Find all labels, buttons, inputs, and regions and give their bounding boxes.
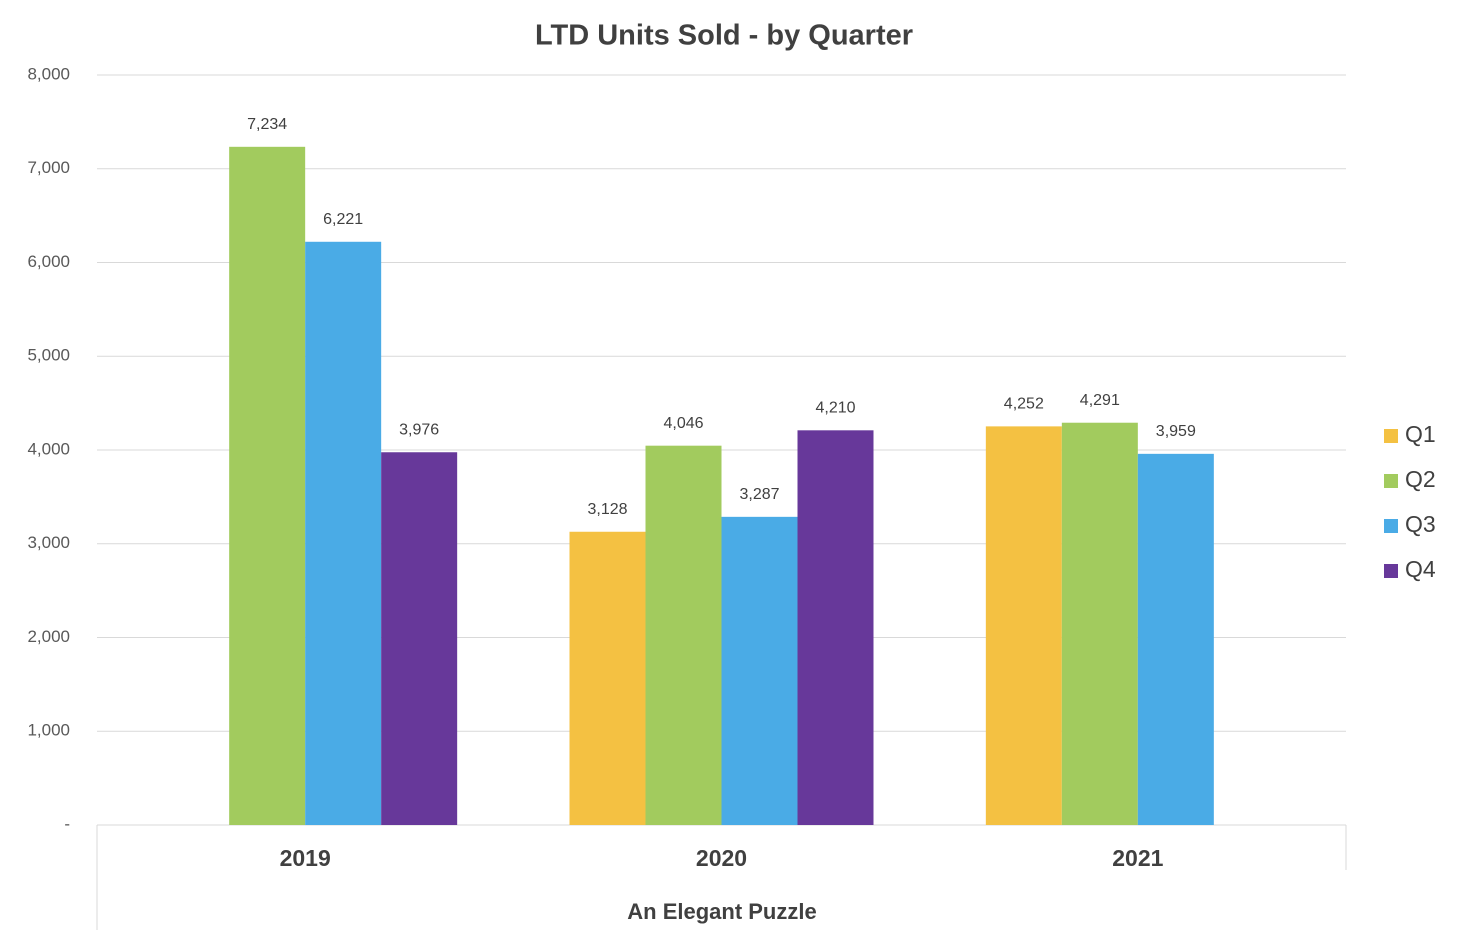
y-tick-label: 1,000 bbox=[27, 721, 70, 740]
bar bbox=[985, 426, 1062, 825]
data-label: 3,128 bbox=[587, 501, 627, 518]
bar bbox=[569, 531, 646, 825]
bar bbox=[797, 430, 874, 825]
legend-swatch bbox=[1384, 564, 1398, 578]
y-tick-label: 2,000 bbox=[27, 627, 70, 646]
data-label: 4,291 bbox=[1080, 392, 1120, 409]
y-tick-label: 8,000 bbox=[27, 64, 70, 83]
y-tick-label: 7,000 bbox=[27, 158, 70, 177]
data-label: 7,234 bbox=[247, 116, 287, 133]
data-label: 4,210 bbox=[815, 400, 855, 417]
x-tick-label: 2021 bbox=[1112, 845, 1163, 871]
y-tick-label: 3,000 bbox=[27, 533, 70, 552]
data-label: 4,046 bbox=[663, 415, 703, 432]
y-tick-label: - bbox=[64, 814, 70, 833]
x-tick-label: 2020 bbox=[696, 845, 747, 871]
bar bbox=[645, 445, 722, 825]
legend-swatch bbox=[1384, 519, 1398, 533]
chart-title: LTD Units Sold - by Quarter bbox=[535, 20, 913, 52]
y-tick-label: 5,000 bbox=[27, 346, 70, 365]
data-label: 3,287 bbox=[739, 486, 779, 503]
data-label: 6,221 bbox=[323, 211, 363, 228]
bar bbox=[381, 452, 458, 825]
data-label: 4,252 bbox=[1004, 396, 1044, 413]
bar bbox=[721, 516, 798, 825]
legend-label: Q4 bbox=[1405, 556, 1436, 582]
data-label: 3,959 bbox=[1156, 423, 1196, 440]
y-tick-label: 4,000 bbox=[27, 439, 70, 458]
bar bbox=[229, 146, 306, 825]
legend-swatch bbox=[1384, 429, 1398, 443]
x-axis-title: An Elegant Puzzle bbox=[627, 899, 816, 924]
legend-swatch bbox=[1384, 474, 1398, 488]
bar bbox=[1061, 422, 1138, 825]
y-tick-label: 6,000 bbox=[27, 252, 70, 271]
data-label: 3,976 bbox=[399, 421, 439, 438]
bar bbox=[305, 241, 382, 825]
x-tick-label: 2019 bbox=[280, 845, 331, 871]
legend-label: Q1 bbox=[1405, 421, 1436, 447]
legend-label: Q2 bbox=[1405, 466, 1436, 492]
legend-label: Q3 bbox=[1405, 511, 1436, 537]
bar bbox=[1137, 453, 1214, 825]
